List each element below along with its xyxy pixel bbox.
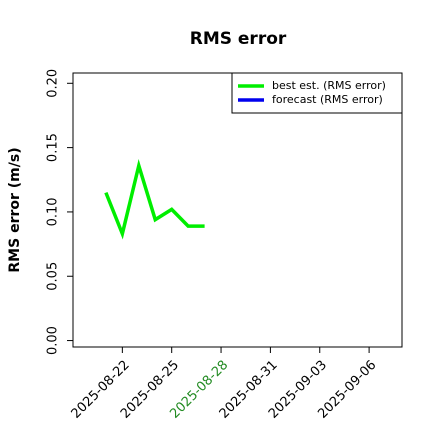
series-line xyxy=(104,158,205,240)
y-tick-label: 0.20 xyxy=(46,69,61,98)
y-tick-label: 0.00 xyxy=(46,326,61,355)
y-axis-label: RMS error (m/s) xyxy=(7,147,23,272)
legend-label: best est. (RMS error) xyxy=(272,79,386,92)
y-tick-label: 0.15 xyxy=(46,133,61,162)
legend-label: forecast (RMS error) xyxy=(272,93,383,106)
chart-title: RMS error xyxy=(190,29,287,49)
legend-box xyxy=(231,72,403,114)
y-tick-label: 0.10 xyxy=(46,197,61,226)
y-tick-label: 0.05 xyxy=(46,262,61,291)
